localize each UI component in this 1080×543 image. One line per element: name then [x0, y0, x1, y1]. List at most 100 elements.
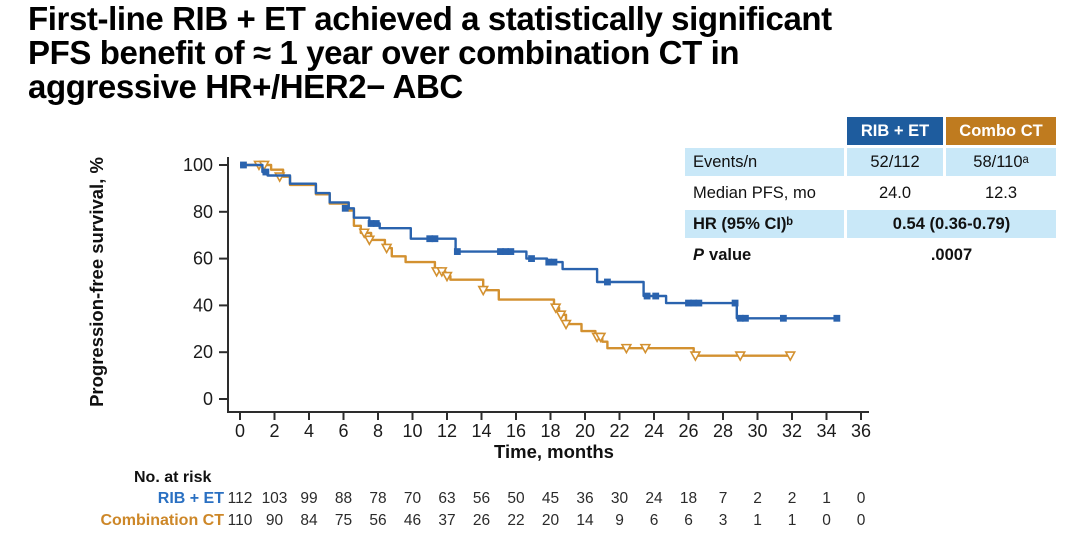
stats-value-events-ct: 58/110ᵃ — [946, 148, 1056, 176]
risk-count: 1 — [753, 512, 762, 529]
x-tick-label: 28 — [713, 421, 733, 441]
risk-count: 24 — [645, 490, 663, 507]
triangle-marker-combo-ct — [594, 332, 607, 344]
risk-count: 14 — [576, 512, 594, 529]
square-marker-rib-et — [736, 314, 744, 322]
triangle-marker-combo-ct — [380, 243, 393, 255]
risk-count: 84 — [300, 512, 318, 529]
x-tick-label: 32 — [782, 421, 802, 441]
risk-count: 22 — [507, 512, 524, 529]
risk-count: 90 — [266, 512, 284, 529]
square-marker-rib-et — [431, 235, 439, 243]
risk-count: 50 — [507, 490, 525, 507]
triangle-marker-combo-ct — [560, 319, 572, 331]
km-curve-rib-et — [240, 163, 837, 320]
stats-table: RIB + ET Combo CT Events/n 52/112 58/110… — [685, 117, 1056, 269]
risk-count: 2 — [788, 490, 797, 507]
y-tick-label: 40 — [193, 295, 213, 315]
risk-count: 99 — [300, 490, 317, 507]
square-marker-rib-et — [426, 235, 434, 243]
square-marker-rib-et — [453, 248, 461, 255]
stats-value-median-rib: 24.0 — [878, 183, 912, 202]
x-tick-label: 26 — [678, 421, 698, 441]
risk-count: 1 — [788, 512, 797, 529]
risk-count: 26 — [473, 512, 490, 529]
triangle-marker-combo-ct — [555, 310, 567, 321]
square-marker-rib-et — [690, 299, 698, 307]
x-tick-label: 2 — [269, 421, 279, 441]
risk-count: 6 — [650, 512, 659, 529]
triangle-marker-combo-ct — [549, 303, 562, 314]
stats-header-rib-et: RIB + ET — [847, 117, 943, 145]
stats-label-median: Median PFS, mo — [693, 183, 816, 202]
square-marker-rib-et — [643, 292, 651, 300]
square-marker-rib-et — [372, 220, 380, 227]
risk-count: 88 — [335, 490, 352, 507]
square-marker-rib-et — [497, 248, 504, 255]
x-tick-label: 6 — [338, 421, 348, 441]
risk-count: 20 — [542, 512, 560, 529]
stats-value-pvalue: .0007 — [930, 245, 973, 264]
triangle-marker-combo-ct — [358, 228, 370, 239]
risk-row-label: Combination CT — [100, 512, 224, 529]
risk-count: 30 — [611, 490, 629, 507]
y-tick-label: 20 — [193, 342, 213, 362]
square-marker-rib-et — [685, 299, 692, 307]
square-marker-rib-et — [652, 292, 660, 300]
square-marker-rib-et — [731, 299, 739, 307]
x-tick-label: 36 — [851, 421, 871, 441]
x-tick-label: 20 — [575, 421, 595, 441]
triangle-marker-combo-ct — [620, 343, 633, 355]
risk-count: 75 — [335, 512, 352, 529]
square-marker-rib-et — [833, 314, 841, 322]
risk-count: 45 — [542, 490, 559, 507]
triangle-marker-combo-ct — [689, 351, 702, 362]
stats-value-events-rib: 52/112 — [847, 148, 943, 176]
square-marker-rib-et — [742, 314, 749, 322]
square-marker-rib-et — [545, 258, 553, 266]
stats-corner-cell — [685, 117, 844, 145]
triangle-marker-combo-ct — [639, 343, 652, 355]
square-marker-rib-et — [341, 204, 349, 212]
square-marker-rib-et — [240, 161, 247, 169]
y-tick-label: 80 — [193, 202, 213, 222]
risk-count: 0 — [857, 490, 866, 507]
risk-count: 37 — [438, 512, 455, 529]
slide-title: First-line RIB + ET achieved a statistic… — [28, 0, 832, 105]
stats-header-combo-ct: Combo CT — [946, 117, 1056, 145]
stats-label-hr: HR (95% CI)ᵇ — [685, 210, 844, 238]
square-marker-rib-et — [779, 314, 787, 322]
x-axis-title: Time, months — [494, 441, 614, 462]
x-tick-label: 18 — [540, 421, 560, 441]
risk-count: 1 — [822, 490, 831, 507]
square-marker-rib-et — [502, 248, 510, 255]
x-tick-label: 0 — [235, 421, 245, 441]
risk-count: 46 — [404, 512, 421, 529]
stats-label-p-italic: P — [693, 245, 705, 264]
risk-count: 70 — [404, 490, 422, 507]
triangle-marker-combo-ct — [734, 351, 747, 362]
y-axis-title: Progression-free survival, % — [86, 157, 107, 407]
axis-lines — [227, 157, 869, 413]
triangle-marker-combo-ct — [477, 285, 489, 297]
risk-count: 112 — [228, 490, 253, 507]
risk-count: 2 — [753, 490, 762, 507]
y-tick-label: 0 — [203, 389, 213, 409]
risk-count: 0 — [822, 512, 831, 529]
risk-count: 56 — [369, 512, 386, 529]
square-marker-rib-et — [367, 220, 375, 227]
triangle-marker-combo-ct — [363, 235, 376, 246]
square-marker-rib-et — [507, 248, 515, 255]
x-tick-label: 12 — [437, 421, 457, 441]
risk-count: 18 — [680, 490, 697, 507]
x-tick-label: 24 — [644, 421, 664, 441]
risk-count: 36 — [576, 490, 593, 507]
triangle-marker-combo-ct — [784, 351, 797, 362]
risk-row-label: RIB + ET — [158, 490, 224, 507]
stats-value-hr: 0.54 (0.36-0.79) — [847, 210, 1056, 238]
risk-table-heading: No. at risk — [134, 469, 211, 486]
stats-value-median-ct: 12.3 — [984, 183, 1018, 202]
x-tick-label: 30 — [747, 421, 767, 441]
